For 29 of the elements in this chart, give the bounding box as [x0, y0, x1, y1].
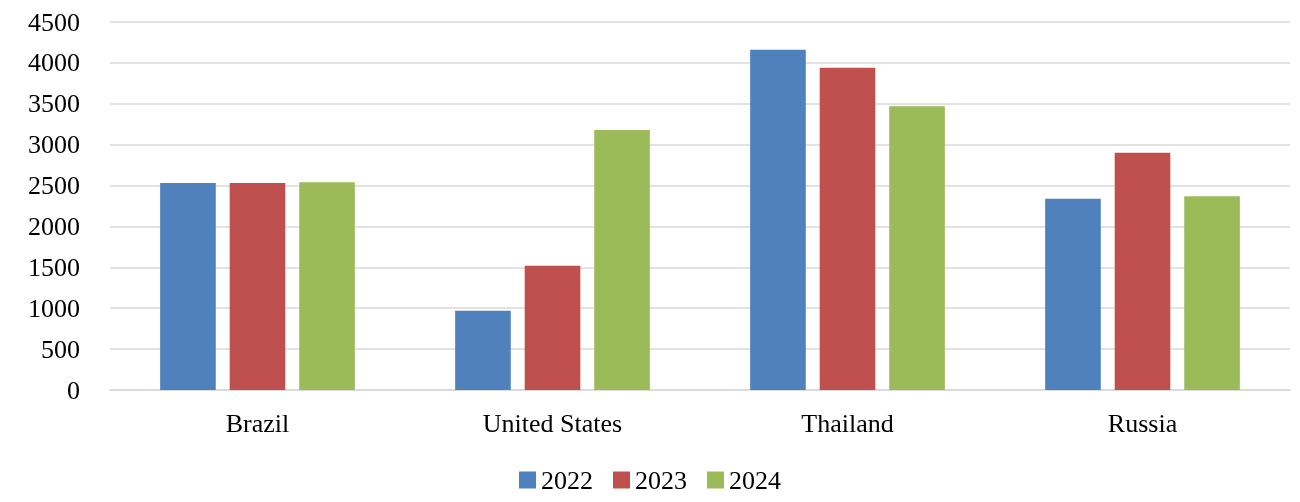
- y-tick-label: 0: [67, 375, 80, 405]
- y-tick-label: 4000: [28, 48, 80, 78]
- x-tick-label: Russia: [1107, 408, 1178, 438]
- legend-label: 2024: [729, 465, 781, 495]
- bar: [455, 310, 511, 390]
- bar: [1184, 196, 1240, 390]
- legend-label: 2022: [541, 465, 593, 495]
- y-tick-label: 3000: [28, 130, 80, 160]
- bar: [299, 182, 355, 390]
- bar: [524, 265, 581, 390]
- bar: [889, 106, 945, 390]
- legend-label: 2023: [635, 465, 687, 495]
- bar: [750, 49, 806, 390]
- bar: [160, 183, 216, 390]
- bar: [594, 129, 650, 390]
- bar: [229, 183, 286, 390]
- y-tick-label: 1500: [28, 252, 80, 282]
- x-tick-label: United States: [482, 408, 623, 438]
- y-tick-label: 500: [41, 334, 80, 364]
- x-tick-label: Thailand: [801, 408, 894, 438]
- y-tick-label: 4500: [28, 7, 80, 37]
- y-tick-label: 3500: [28, 89, 80, 119]
- y-tick-label: 2500: [28, 171, 80, 201]
- bar: [1045, 198, 1101, 390]
- bar: [819, 67, 876, 390]
- y-tick-label: 2000: [28, 211, 80, 241]
- x-tick-label: Brazil: [225, 408, 290, 438]
- y-tick-label: 1000: [28, 293, 80, 323]
- bar: [1114, 152, 1171, 390]
